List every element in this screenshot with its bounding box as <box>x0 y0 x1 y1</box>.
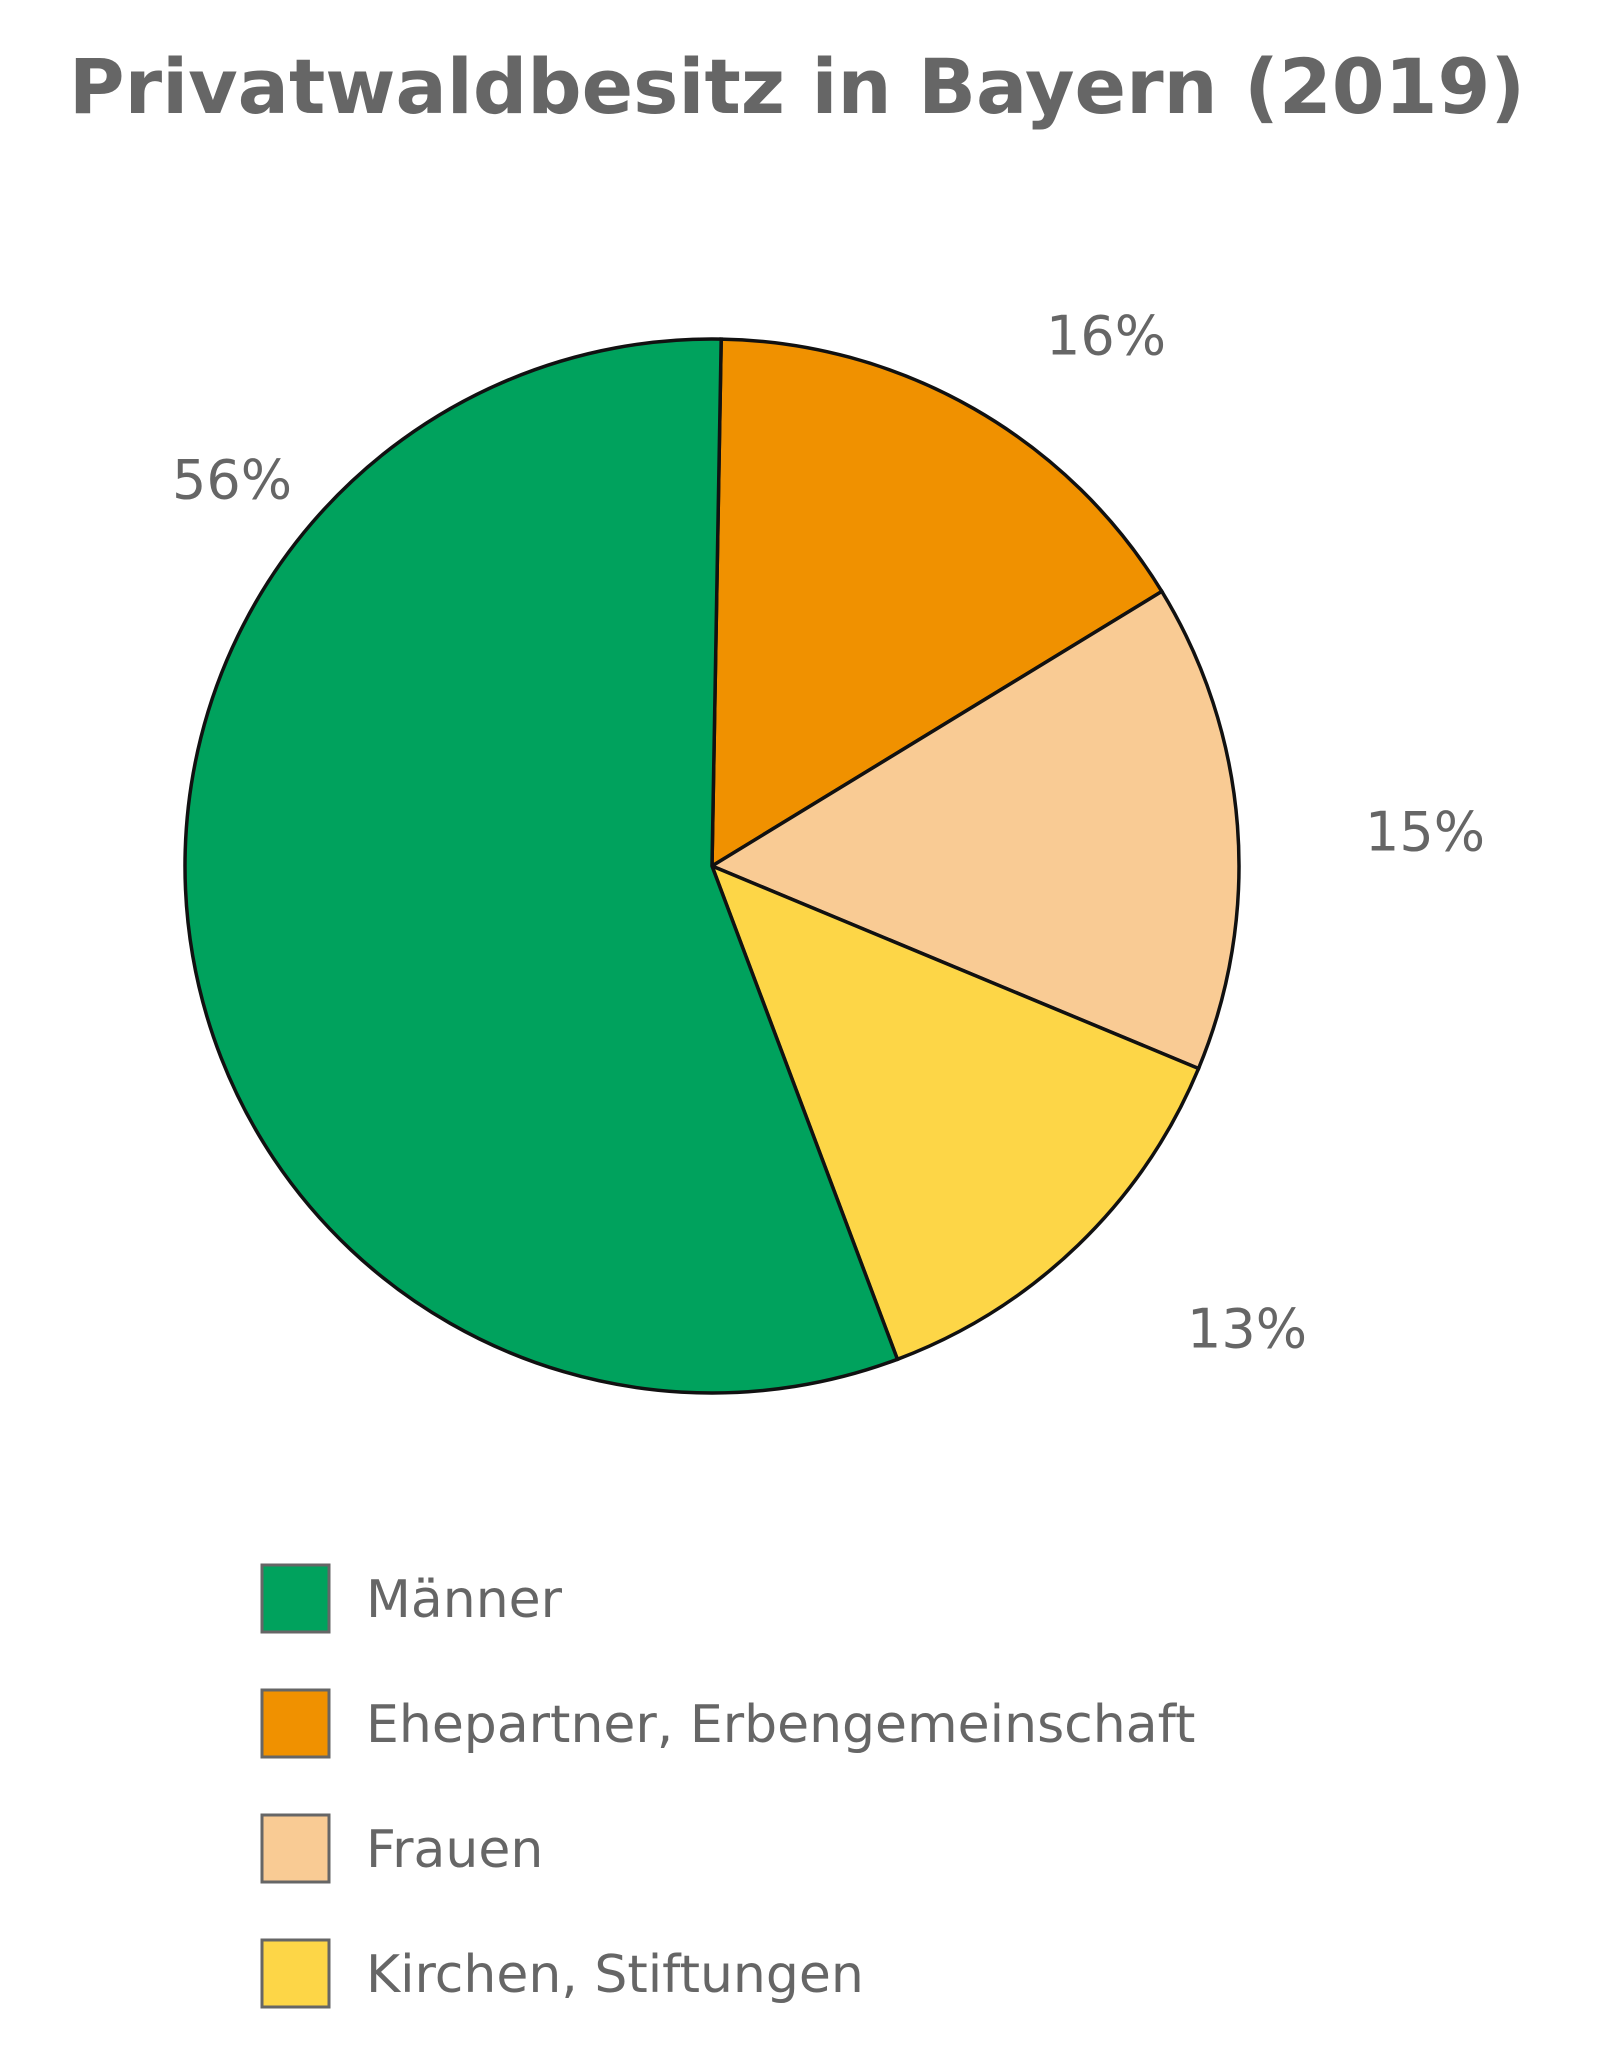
pie-slice <box>708 862 1201 1362</box>
legend-swatch <box>260 1688 331 1759</box>
legend-swatch <box>260 1813 331 1884</box>
value-label: 16% <box>1046 305 1166 368</box>
legend-label: Kirchen, Stiftungen <box>366 1945 864 2005</box>
value-label: 15% <box>1365 801 1485 864</box>
pie-slice <box>710 337 1165 870</box>
value-label: 56% <box>172 449 292 512</box>
legend-swatch <box>260 1563 331 1634</box>
legend-label: Ehepartner, Erbengemeinschaft <box>366 1695 1195 1755</box>
legend-label: Frauen <box>366 1820 543 1880</box>
legend-label: Männer <box>366 1570 563 1630</box>
pie-slice <box>708 589 1241 1071</box>
pie-slice <box>183 337 900 1395</box>
legend-swatch <box>260 1938 331 2009</box>
chart-title: Privatwaldbesitz in Bayern (2019) <box>69 42 1525 131</box>
value-label: 13% <box>1187 1298 1307 1361</box>
